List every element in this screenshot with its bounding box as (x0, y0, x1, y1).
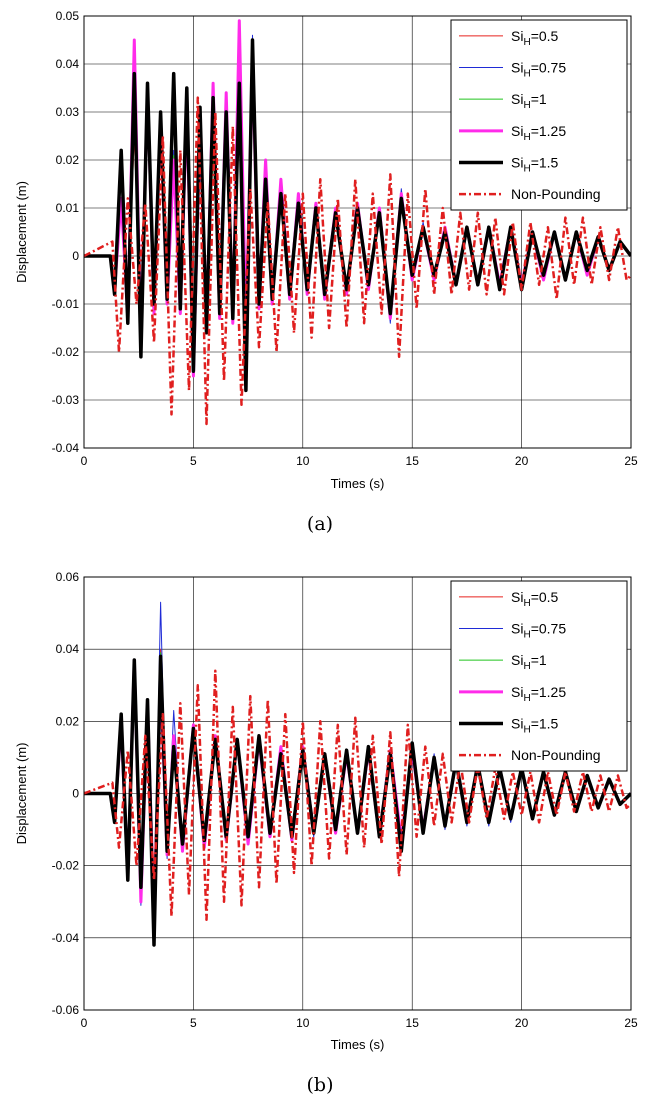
x-tick-label: 10 (296, 454, 310, 468)
y-tick-label: 0.02 (56, 714, 80, 728)
y-axis-label: Displacement (m) (14, 181, 29, 283)
x-tick-label: 15 (406, 454, 420, 468)
y-tick-label: -0.02 (52, 345, 80, 359)
y-tick-label: 0.06 (56, 570, 80, 584)
x-tick-label: 25 (624, 1016, 638, 1030)
y-tick-label: 0.05 (56, 9, 80, 23)
x-tick-label: 20 (515, 454, 529, 468)
y-tick-label: 0.02 (56, 153, 80, 167)
y-axis-label: Displacement (m) (14, 743, 29, 845)
x-tick-label: 0 (81, 454, 88, 468)
y-tick-label: 0.03 (56, 105, 80, 119)
x-axis-label: Times (s) (331, 476, 385, 491)
legend-entry-label: SiH=0.5 (511, 28, 559, 48)
x-tick-label: 0 (81, 1016, 88, 1030)
x-tick-label: 5 (190, 1016, 197, 1030)
chart-a: 0 5 10 15 20 25 -0.04 -0.03 -0.02 -0.01 0 0.01 0.02 0… (14, 9, 638, 535)
figure-caption: (a) (307, 513, 333, 535)
series-group (84, 19, 631, 426)
legend: SiH=0.5SiH=0.75SiH=1SiH=1.25SiH=1.5Non-P… (450, 19, 628, 211)
y-tick-label: 0.01 (56, 201, 80, 215)
axes-frame (83, 15, 632, 449)
x-tick-label: 10 (296, 1016, 310, 1030)
y-tick-label: -0.03 (52, 393, 80, 407)
y-tick-label: -0.01 (52, 297, 80, 311)
axes-frame (83, 576, 632, 1011)
y-tick-label: 0.04 (56, 642, 80, 656)
y-tick-label: 0 (72, 787, 79, 801)
x-tick-label: 25 (624, 454, 638, 468)
figure-caption: (b) (307, 1074, 334, 1096)
legend-entry-label: SiH=1.5 (511, 155, 559, 175)
y-tick-label: 0.04 (56, 57, 80, 71)
y-tick-label: -0.04 (52, 931, 80, 945)
legend-entry-label: Non-Pounding (511, 747, 601, 763)
legend-box (450, 19, 628, 211)
series-line-si-1-5 (84, 654, 631, 947)
series-line-non-pounding (84, 96, 631, 426)
legend-entry-label: SiH=1.5 (511, 716, 559, 736)
y-tick-label: -0.02 (52, 859, 80, 873)
legend-entry-label: SiH=0.5 (511, 589, 559, 609)
legend-entry-label: SiH=1 (511, 91, 547, 111)
y-tick-label: -0.04 (52, 441, 80, 455)
series-group (84, 601, 631, 947)
x-tick-label: 15 (406, 1016, 420, 1030)
y-tick-label: 0 (72, 249, 79, 263)
chart-b: 0 5 10 15 20 25 -0.06 -0.04 -0.02 0 0.02 0.04 0.06 Ti… (14, 570, 638, 1096)
x-tick-label: 5 (190, 454, 197, 468)
legend-entry-label: SiH=1 (511, 652, 547, 672)
legend-entry-label: Non-Pounding (511, 186, 601, 202)
legend: SiH=0.5SiH=0.75SiH=1SiH=1.25SiH=1.5Non-P… (450, 580, 628, 772)
y-tick-label: -0.06 (52, 1003, 80, 1017)
x-tick-label: 20 (515, 1016, 529, 1030)
legend-box (450, 580, 628, 772)
series-line-non-pounding (84, 669, 631, 922)
x-axis-label: Times (s) (331, 1037, 385, 1052)
